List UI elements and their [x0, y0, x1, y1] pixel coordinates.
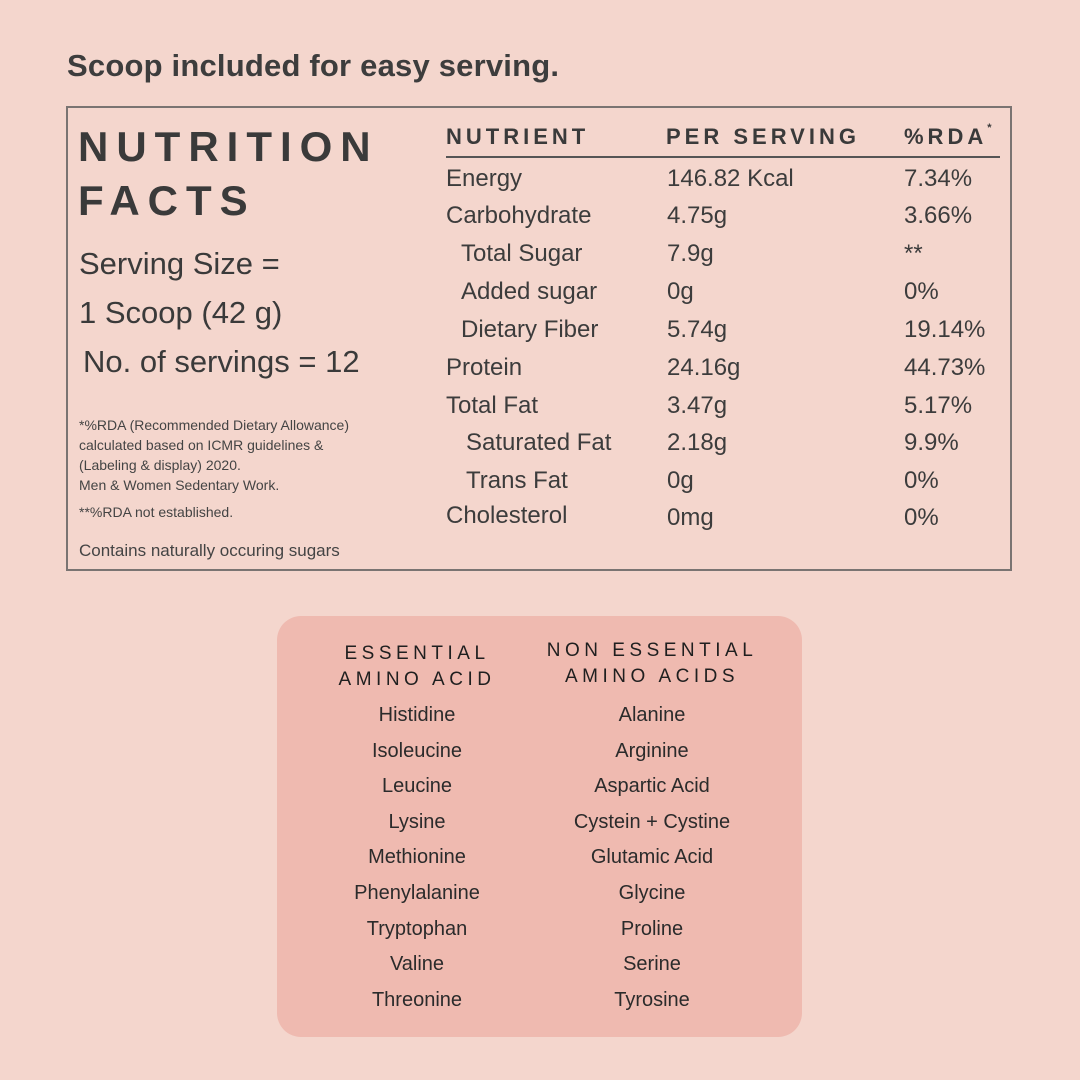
list-item: Proline: [620, 917, 684, 940]
list-item: Tryptophan: [366, 917, 468, 940]
nutrient-value: 146.82 Kcal: [667, 165, 794, 192]
rda-header-text: %RDA: [904, 124, 988, 149]
amino-acid-panel: ESSENTIAL AMINO ACID Histidine Isoleucin…: [277, 616, 802, 1037]
nutrient-value: 4.75g: [667, 202, 728, 229]
nutrient-name: Saturated Fat: [466, 429, 612, 456]
nutrient-value: 0g: [667, 278, 694, 305]
nutrient-rda: 0%: [904, 278, 939, 305]
headline: Scoop included for easy serving.: [67, 48, 560, 83]
non-essential-amino-heading: NON ESSENTIAL AMINO ACIDS: [532, 638, 772, 690]
nutrient-name: Cholesterol: [446, 502, 568, 529]
list-item: Isoleucine: [371, 739, 463, 762]
nutrient-name: Protein: [446, 354, 523, 381]
nutrient-value: 3.47g: [667, 392, 728, 419]
nutrient-rda: 3.66%: [904, 202, 973, 229]
nutrient-rda: 0%: [904, 467, 939, 494]
list-item: Aspartic Acid: [594, 775, 710, 798]
nutrient-rda: **: [904, 240, 923, 267]
rda-note-line: (Labeling & display) 2020.: [79, 457, 241, 473]
heading-line: NON ESSENTIAL: [546, 640, 758, 661]
nutrient-name: Total Sugar: [461, 240, 583, 267]
list-item: Alanine: [618, 704, 686, 726]
nutrition-facts-panel: NUTRITION FACTS Serving Size = 1 Scoop (…: [66, 106, 1012, 571]
title-line-2: FACTS: [78, 177, 256, 224]
nutrient-value: 24.16g: [667, 354, 741, 381]
nutrient-name: Total Fat: [446, 392, 539, 419]
heading-line: AMINO ACIDS: [564, 666, 740, 687]
essential-amino-list: Histidine Isoleucine Leucine Lysine Meth…: [297, 702, 537, 1022]
nutrient-value: 2.18g: [667, 429, 728, 456]
list-item: Threonine: [371, 988, 463, 1011]
list-item: Histidine: [378, 704, 456, 726]
nutrient-value: 5.74g: [667, 316, 728, 343]
nutrient-rda: 9.9%: [904, 429, 959, 456]
list-item: Methionine: [368, 846, 466, 869]
essential-amino-heading: ESSENTIAL AMINO ACID: [297, 641, 537, 693]
nutrient-rda: 5.17%: [904, 392, 973, 419]
rda-note-line: *%RDA (Recommended Dietary Allowance): [79, 417, 349, 433]
nutrient-name: Energy: [446, 165, 523, 192]
servings-count: No. of servings = 12: [83, 344, 360, 379]
nutrient-rda: 44.73%: [904, 354, 986, 381]
nutrient-name: Dietary Fiber: [461, 316, 599, 343]
nutrient-value: 7.9g: [667, 240, 714, 267]
list-item: Serine: [623, 953, 681, 976]
header-divider: [446, 156, 1000, 158]
list-item: Lysine: [388, 810, 446, 833]
list-item: Glycine: [618, 881, 686, 904]
column-header-rda: %RDA*: [904, 122, 992, 150]
nutrient-value: 0mg: [667, 504, 714, 531]
nutrient-name: Added sugar: [461, 278, 598, 305]
nutrient-rda: 7.34%: [904, 165, 973, 192]
heading-line: ESSENTIAL: [344, 643, 490, 664]
serving-size-value: 1 Scoop (42 g): [79, 295, 283, 330]
column-header-nutrient: NUTRIENT: [446, 124, 590, 149]
serving-size-label: Serving Size =: [79, 246, 280, 281]
list-item: Arginine: [615, 739, 689, 762]
contains-note: Contains naturally occuring sugars: [79, 541, 340, 560]
list-item: Cystein + Cystine: [573, 810, 731, 833]
column-header-per-serving: PER SERVING: [666, 124, 860, 149]
list-item: Phenylalanine: [354, 881, 480, 904]
list-item: Valine: [389, 953, 445, 976]
rda-note: *%RDA (Recommended Dietary Allowance) ca…: [79, 415, 409, 495]
nutrient-name: Trans Fat: [466, 467, 568, 494]
nutrient-rda: 0%: [904, 504, 939, 531]
heading-line: AMINO ACID: [338, 669, 496, 690]
list-item: Glutamic Acid: [590, 846, 714, 869]
non-essential-amino-list: Alanine Arginine Aspartic Acid Cystein +…: [532, 702, 772, 1022]
list-item: Leucine: [381, 775, 453, 798]
nutrient-rda: 19.14%: [904, 316, 986, 343]
nutrient-value: 0g: [667, 467, 694, 494]
nutrient-name: Carbohydrate: [446, 202, 592, 229]
list-item: Tyrosine: [614, 988, 690, 1011]
rda-note-line: Men & Women Sedentary Work.: [79, 477, 280, 493]
rda-note-line: calculated based on ICMR guidelines &: [79, 437, 324, 453]
rda-header-mark: *: [987, 122, 992, 134]
nutrition-facts-title: NUTRITION FACTS: [78, 120, 379, 228]
title-line-1: NUTRITION: [78, 123, 379, 170]
rda-not-established-note: **%RDA not established.: [79, 504, 234, 520]
